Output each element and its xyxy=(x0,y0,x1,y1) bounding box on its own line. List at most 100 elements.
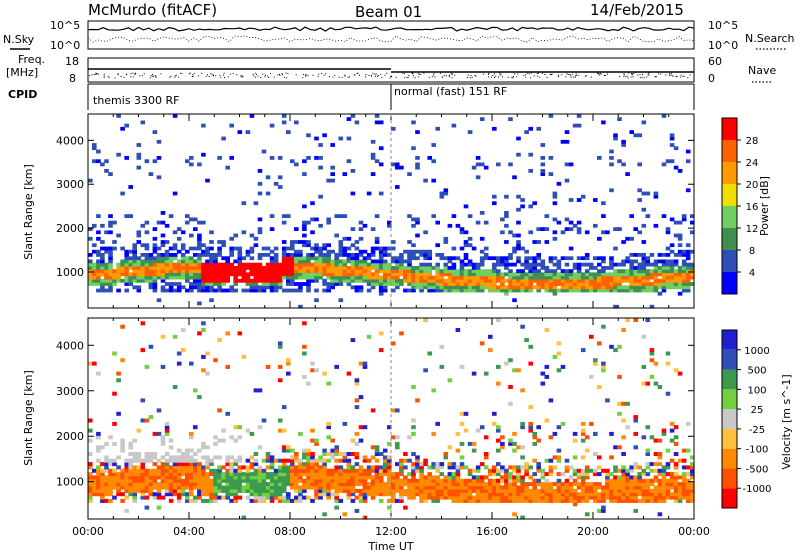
range-cell xyxy=(233,288,238,293)
range-cell xyxy=(257,227,263,231)
range-cell xyxy=(193,246,198,251)
range-cell xyxy=(229,462,234,467)
range-cell xyxy=(286,472,291,477)
range-cell xyxy=(653,223,659,228)
range-cell xyxy=(597,385,602,389)
range-cell xyxy=(362,468,368,473)
range-cell xyxy=(524,462,529,467)
range-cell xyxy=(673,282,679,286)
range-cell xyxy=(172,462,178,467)
range-cell xyxy=(92,262,97,267)
range-cell xyxy=(168,465,174,470)
range-cell xyxy=(306,133,311,138)
range-cell xyxy=(423,492,428,497)
range-cell xyxy=(201,282,206,286)
range-cell xyxy=(665,282,671,286)
range-cell xyxy=(100,492,105,497)
range-cell xyxy=(213,455,218,460)
range-cell xyxy=(407,472,412,477)
range-cell xyxy=(152,249,158,254)
range-cell xyxy=(172,269,178,273)
range-cell xyxy=(96,259,101,264)
range-cell xyxy=(419,282,424,286)
range-cell xyxy=(471,288,477,293)
range-cell xyxy=(609,282,614,286)
range-cell xyxy=(261,458,267,463)
range-cell xyxy=(92,243,97,248)
range-cell xyxy=(302,220,307,225)
range-cell xyxy=(415,398,420,403)
range-cell xyxy=(310,361,315,366)
range-cell xyxy=(568,220,574,225)
range-cell xyxy=(136,458,142,463)
range-cell xyxy=(362,488,368,493)
range-cell xyxy=(423,249,428,254)
range-cell xyxy=(128,445,133,450)
range-cell xyxy=(447,272,453,277)
range-cell xyxy=(290,455,295,460)
range-cell xyxy=(516,288,521,293)
range-cell xyxy=(597,492,602,497)
range-cell xyxy=(286,358,291,363)
range-cell xyxy=(407,458,412,463)
range-cell xyxy=(593,256,598,261)
range-cell xyxy=(496,262,501,267)
range-cell xyxy=(180,328,186,332)
range-cell xyxy=(326,256,331,261)
range-cell xyxy=(318,246,323,251)
range-cell xyxy=(233,495,238,500)
range-cell xyxy=(431,282,436,286)
range-cell xyxy=(273,256,279,261)
range-cell xyxy=(281,475,287,480)
range-cell xyxy=(261,253,267,257)
range-cell xyxy=(496,472,501,477)
range-cell xyxy=(342,485,348,490)
range-cell xyxy=(350,472,356,477)
range-cell xyxy=(690,462,695,467)
range-cell xyxy=(314,298,319,303)
range-cell xyxy=(245,458,251,463)
range-cell xyxy=(451,275,457,280)
range-cell xyxy=(665,275,671,280)
range-cell xyxy=(290,482,295,487)
range-cell xyxy=(318,455,323,460)
range-cell xyxy=(403,259,408,264)
range-cell xyxy=(342,482,348,487)
range-cell xyxy=(661,253,667,257)
range-cell xyxy=(342,458,348,463)
range-cell xyxy=(209,256,214,261)
range-cell xyxy=(96,435,101,440)
range-cell xyxy=(314,259,319,264)
range-cell xyxy=(500,288,505,293)
range-cell xyxy=(253,462,259,467)
range-cell xyxy=(459,485,465,490)
range-cell xyxy=(572,282,578,286)
range-cell xyxy=(156,482,162,487)
range-cell xyxy=(104,455,109,460)
range-cell xyxy=(302,488,307,493)
range-cell xyxy=(96,253,101,257)
range-cell xyxy=(265,175,271,180)
range-cell xyxy=(201,288,206,293)
range-cell xyxy=(152,282,158,286)
range-cell xyxy=(653,361,659,366)
range-cell xyxy=(286,282,291,286)
range-cell xyxy=(621,452,626,456)
range-cell xyxy=(496,488,501,493)
range-cell xyxy=(633,465,638,470)
range-cell xyxy=(205,472,210,477)
range-cell xyxy=(471,468,477,473)
range-cell xyxy=(387,455,392,460)
range-cell xyxy=(156,458,162,463)
range-cell xyxy=(217,269,222,273)
range-cell xyxy=(290,269,295,273)
range-cell xyxy=(217,495,222,500)
range-cell xyxy=(601,275,606,280)
range-cell xyxy=(277,175,283,180)
range-cell xyxy=(492,275,497,280)
range-cell xyxy=(322,475,327,480)
range-cell xyxy=(580,278,586,283)
range-cell xyxy=(286,288,291,293)
range-cell xyxy=(564,488,570,493)
range-cell xyxy=(269,123,275,128)
